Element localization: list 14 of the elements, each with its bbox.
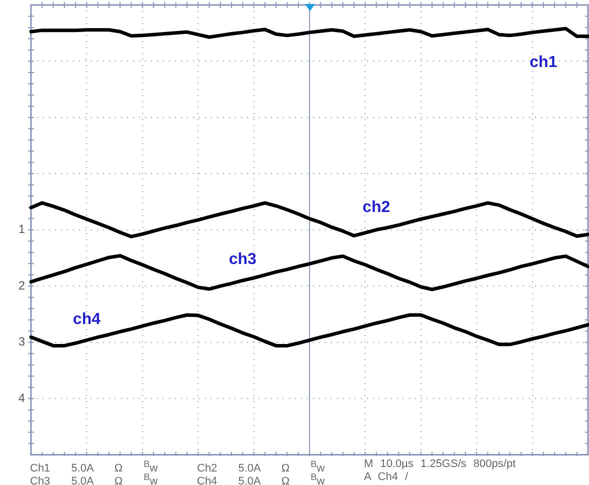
text: Ch4 5.0A Ω $^{B}$w — [197, 472, 325, 485]
text: A Ch4 / — [364, 471, 408, 484]
series-label: ch2 — [362, 199, 390, 216]
text: Ch3 5.0A Ω $^{B}$w — [30, 472, 158, 485]
series-label: ch4 — [72, 311, 101, 328]
series-label: ch3 — [228, 251, 257, 268]
text: Ch1 5.0A Ω $^{B}$w — [30, 459, 158, 475]
text: 3 — [18, 334, 26, 349]
text: 4 — [18, 390, 26, 405]
text: 2 — [18, 278, 26, 292]
text: 1 — [18, 222, 26, 236]
text: Ch2 5.0A Ω $^{B}$w — [197, 459, 325, 475]
text: M 10.0µs 1.25GS/s 800ps/pt — [364, 458, 516, 471]
series-label: ch1 — [530, 54, 558, 72]
